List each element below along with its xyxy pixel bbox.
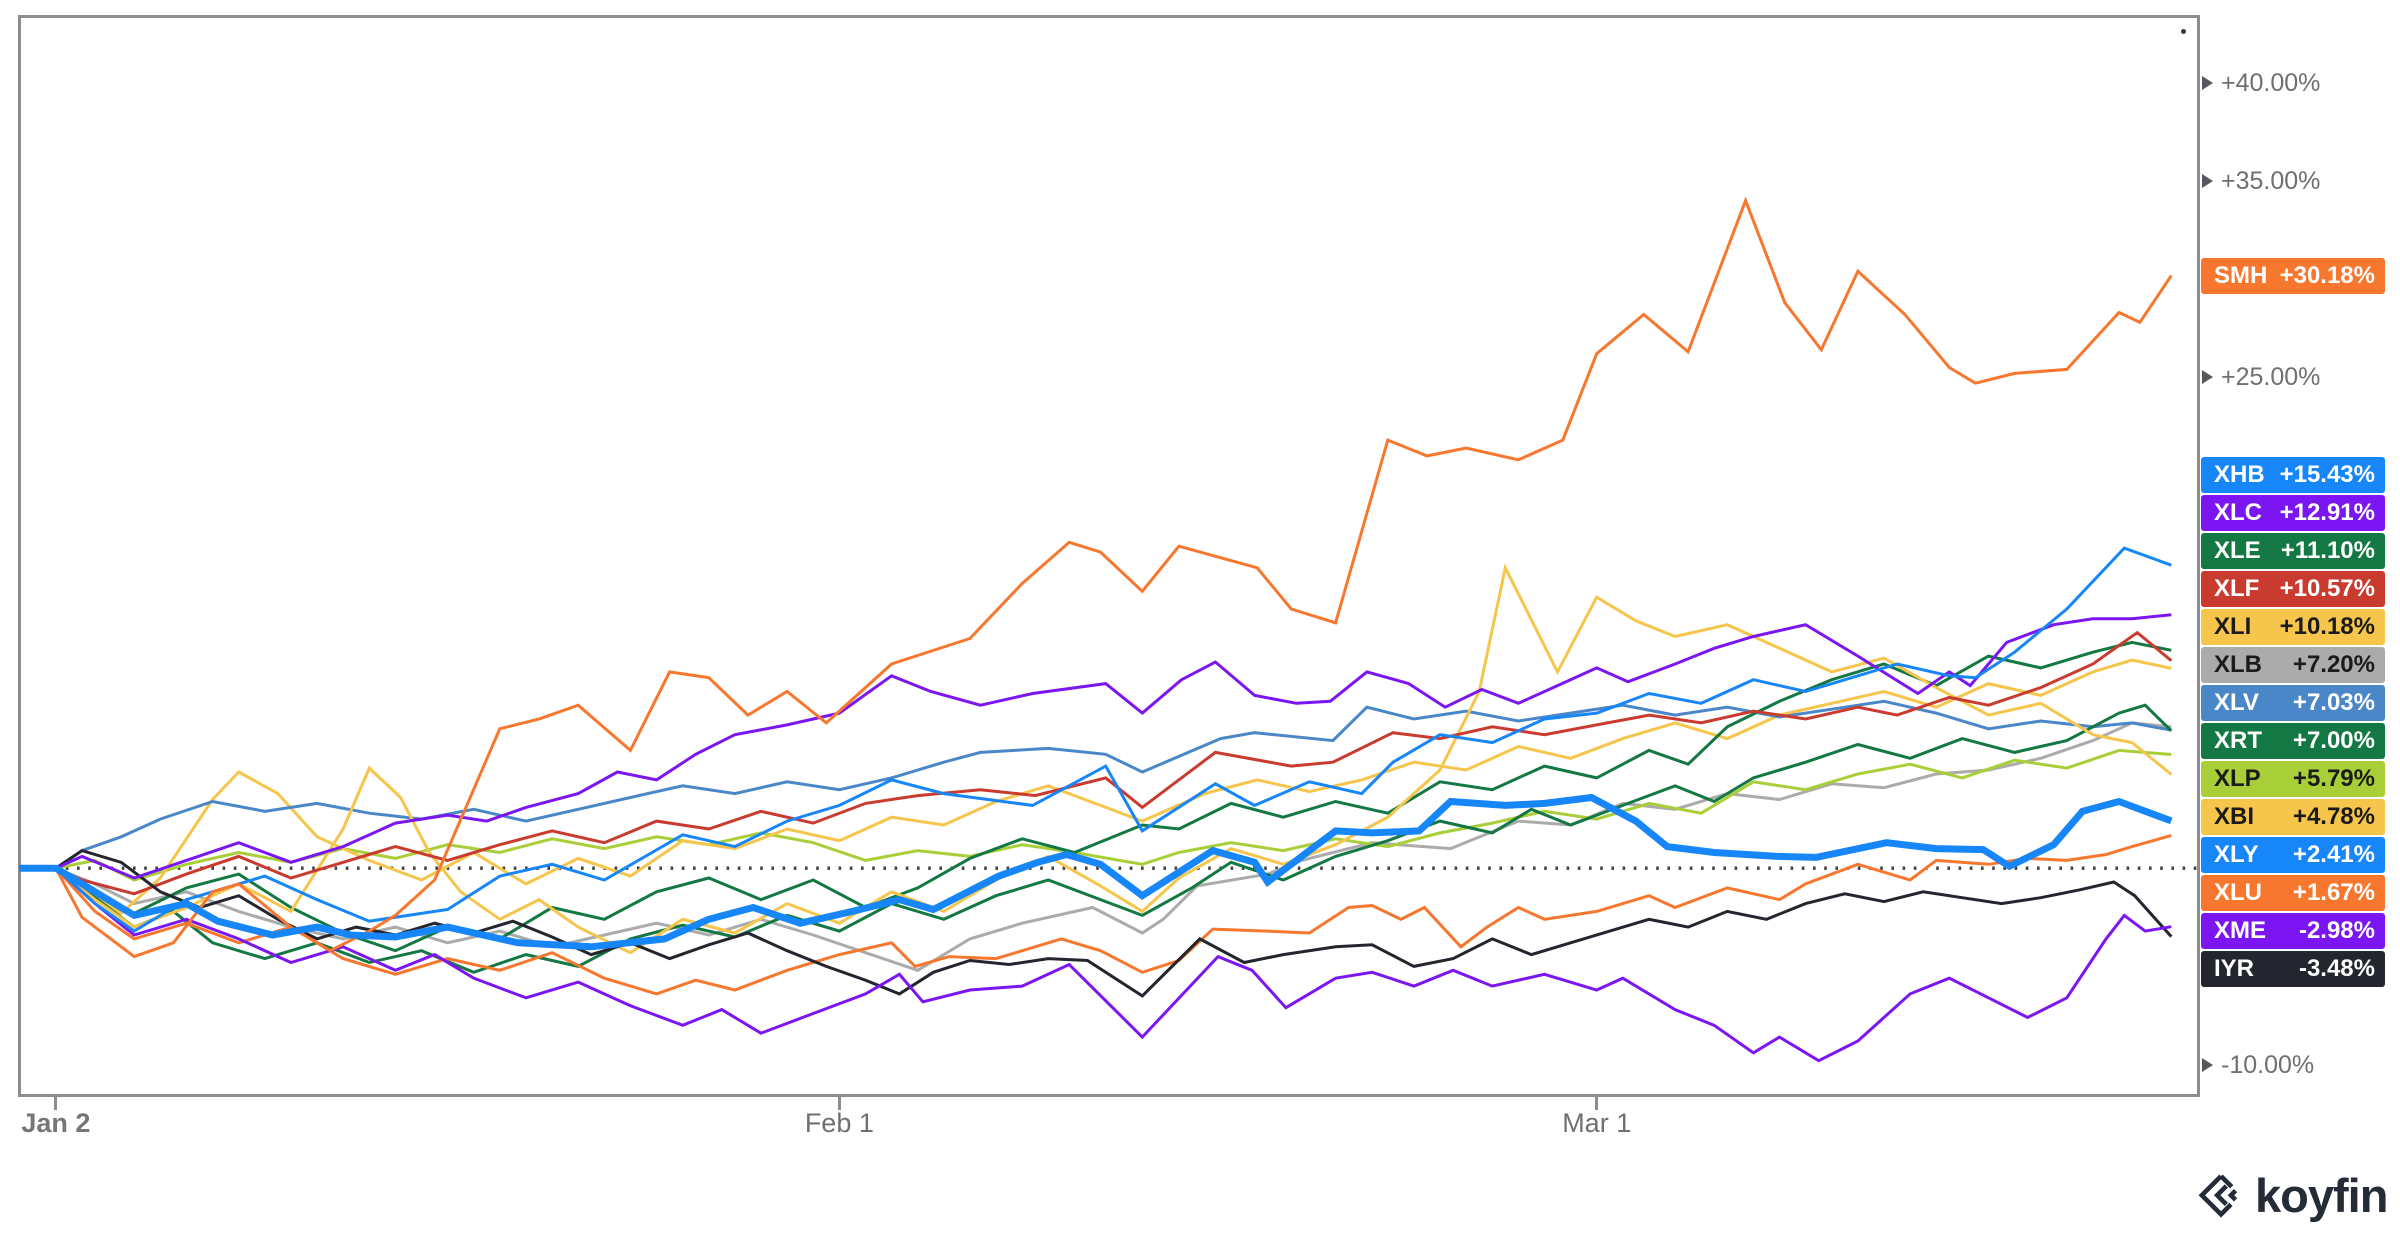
chip-ticker: XHB	[2214, 461, 2265, 488]
y-tick-arrow-icon	[2202, 75, 2213, 90]
chip-ticker: XLU	[2214, 879, 2262, 906]
chip-ticker: XME	[2214, 917, 2267, 944]
chip-change-value: +4.78%	[2292, 803, 2375, 830]
y-label-+35.00%: +35.00%	[2221, 166, 2321, 195]
y-label--10.00%: -10.00%	[2221, 1050, 2315, 1079]
chip-ticker: XRT	[2214, 727, 2262, 754]
legend-chip-XME[interactable]: XME -2.98%	[2201, 913, 2385, 949]
chip-ticker: XLP	[2214, 765, 2261, 792]
chip-change-value: +7.03%	[2292, 689, 2375, 716]
legend-chip-XLP[interactable]: XLP +5.79%	[2201, 761, 2385, 797]
y-label-+25.00%: +25.00%	[2221, 363, 2321, 392]
chip-change-value: +30.18%	[2279, 262, 2375, 289]
chip-ticker: XLY	[2214, 841, 2259, 868]
chip-change-value: +11.10%	[2280, 537, 2375, 564]
series-line-XLI[interactable]	[19, 658, 2172, 916]
legend-chip-XLU[interactable]: XLU +1.67%	[2201, 875, 2385, 911]
chip-change-value: -2.98%	[2298, 917, 2375, 944]
legend-chip-SMH[interactable]: SMH +30.18%	[2201, 258, 2385, 294]
brand-name: koyfin	[2255, 1169, 2388, 1222]
y-tick-arrow-icon	[2202, 173, 2213, 188]
series-line-IYR[interactable]	[19, 848, 2173, 998]
chip-change-value: +15.43%	[2279, 461, 2375, 488]
chip-ticker: IYR	[2214, 955, 2255, 982]
series-line-XME[interactable]	[19, 866, 2172, 1063]
x-label-mar-1: Mar 1	[1562, 1108, 1632, 1138]
series-line-XLY[interactable]	[19, 793, 2173, 951]
series-line-XLB[interactable]	[19, 721, 2172, 972]
y-tick-arrow-icon	[2202, 1057, 2213, 1072]
chip-change-value: +12.91%	[2279, 499, 2375, 526]
series-line-SMH[interactable]	[19, 196, 2173, 959]
chip-change-value: +7.20%	[2292, 651, 2375, 678]
chip-change-value: +10.57%	[2279, 575, 2375, 602]
legend-chip-XHB[interactable]: XHB +15.43%	[2201, 457, 2385, 493]
chip-ticker: XLB	[2214, 651, 2262, 678]
chip-ticker: XBI	[2214, 803, 2255, 830]
legend-chip-XLI[interactable]: XLI +10.18%	[2201, 609, 2385, 645]
corner-dot	[2181, 29, 2186, 34]
chip-change-value: +2.41%	[2292, 841, 2375, 868]
legend-chip-XLF[interactable]: XLF +10.57%	[2201, 571, 2385, 607]
series-line-XRT[interactable]	[19, 703, 2173, 974]
chip-ticker: XLV	[2214, 689, 2259, 716]
legend-chip-XLB[interactable]: XLB +7.20%	[2201, 647, 2385, 683]
chip-change-value: +10.18%	[2279, 613, 2375, 640]
chip-ticker: XLF	[2214, 575, 2260, 602]
series-line-XBI[interactable]	[19, 563, 2173, 955]
x-tick-mar-1	[1595, 1097, 1599, 1110]
legend-chip-IYR[interactable]: IYR -3.48%	[2201, 951, 2385, 987]
chip-change-value: +1.67%	[2292, 879, 2375, 906]
chip-change-value: +5.79%	[2292, 765, 2375, 792]
legend-chip-XRT[interactable]: XRT +7.00%	[2201, 723, 2385, 759]
legend-chip-XLY[interactable]: XLY +2.41%	[2201, 837, 2385, 873]
legend-chip-XBI[interactable]: XBI +4.78%	[2201, 799, 2385, 835]
x-tick-jan-2	[54, 1097, 58, 1110]
series-line-XLE[interactable]	[19, 640, 2172, 953]
chip-ticker: SMH	[2214, 262, 2268, 289]
y-label-+40.00%: +40.00%	[2221, 68, 2321, 97]
legend-chip-XLE[interactable]: XLE +11.10%	[2201, 533, 2385, 569]
series-line-XHB[interactable]	[19, 546, 2172, 933]
x-label-jan-2: Jan 2	[21, 1108, 91, 1138]
series-line-XLV[interactable]	[19, 699, 2172, 870]
koyfin-watermark: koyfin	[2198, 1168, 2388, 1223]
legend-chip-XLV[interactable]: XLV +7.03%	[2201, 685, 2385, 721]
chip-change-value: -3.48%	[2298, 955, 2375, 982]
chip-ticker: XLI	[2214, 613, 2252, 640]
chip-ticker: XLE	[2214, 537, 2261, 564]
series-line-XLF[interactable]	[19, 630, 2173, 896]
chip-ticker: XLC	[2214, 499, 2262, 526]
x-tick-feb-1	[837, 1097, 841, 1110]
series-line-XLC[interactable]	[19, 613, 2172, 880]
legend-chip-XLC[interactable]: XLC +12.91%	[2201, 495, 2385, 531]
y-tick-arrow-icon	[2202, 370, 2213, 385]
koyfin-logo-icon	[2198, 1173, 2238, 1218]
chip-change-value: +7.00%	[2292, 727, 2375, 754]
x-label-feb-1: Feb 1	[804, 1108, 874, 1138]
